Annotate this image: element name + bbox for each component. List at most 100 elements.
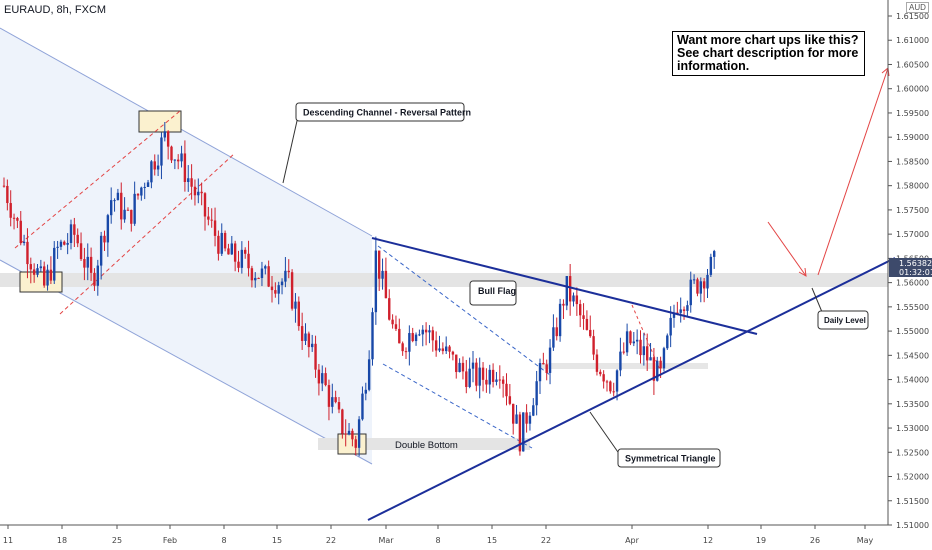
candle-up: [197, 191, 200, 196]
y-tick-label: 1.60000: [896, 85, 929, 94]
candle-down: [327, 385, 331, 407]
candle-down: [404, 351, 408, 353]
candle-up: [458, 362, 461, 373]
x-tick-label: Apr: [625, 536, 640, 545]
candle-down: [49, 269, 53, 281]
daily-callout-line: [811, 287, 823, 313]
candle-down: [227, 248, 230, 255]
candle-up: [311, 343, 314, 348]
last-price-value: 1.56382: [899, 259, 932, 268]
candle-down: [233, 243, 237, 262]
candle-down: [337, 402, 341, 410]
triangle-label-box: [617, 448, 721, 468]
candle-up: [414, 334, 418, 342]
candle-up: [666, 335, 669, 349]
candle-up: [649, 357, 652, 361]
candle-up: [264, 266, 267, 269]
candle-up: [367, 359, 371, 390]
candle-down: [130, 209, 133, 224]
candle-down: [217, 235, 220, 254]
x-tick-label: 15: [487, 536, 497, 545]
triangle-lower-line: [367, 257, 896, 521]
candle-up: [656, 360, 659, 381]
candle-up: [143, 186, 146, 188]
x-tick-label: 8: [435, 536, 440, 545]
x-tick-label: 11: [3, 536, 13, 545]
candle-down: [525, 412, 528, 424]
promo-box: Want more chart ups like this? See chart…: [672, 31, 865, 76]
candle-down: [659, 360, 662, 369]
candle-down: [270, 286, 274, 291]
candle-up: [260, 268, 264, 279]
x-axis-ticks: 11 18 25 Feb 8 15 22 Mar 8 15 22 Apr 12 19 26 May: [3, 525, 874, 545]
low-highlight-box: [19, 271, 63, 293]
candle-up: [146, 182, 150, 187]
symbol-title[interactable]: EURAUD, 8h, FXCM: [4, 4, 107, 16]
candle-up: [240, 249, 244, 268]
candle-down: [170, 146, 173, 161]
candle-up: [381, 270, 384, 279]
candle-up: [39, 266, 43, 269]
channel-lower-line: [0, 259, 373, 465]
candle-up: [418, 334, 421, 336]
candle-up: [46, 269, 49, 286]
candle-down: [579, 304, 582, 316]
candle-down: [190, 178, 193, 187]
x-tick-label: 22: [326, 536, 336, 545]
candle-down: [582, 315, 585, 319]
candle-down: [120, 192, 123, 220]
candle-up: [357, 419, 361, 448]
candle-up: [187, 178, 190, 182]
candle-up: [558, 303, 562, 337]
candle-up: [361, 393, 364, 420]
triangle-label: Symmetrical Triangle: [625, 454, 716, 464]
candle-up: [180, 153, 183, 162]
bull-flag-label: Bull Flag: [478, 286, 516, 296]
candle-down: [43, 266, 46, 286]
candle-down: [592, 336, 595, 355]
candle-up: [538, 363, 542, 382]
candle-up: [572, 295, 575, 302]
candle-down: [76, 234, 79, 244]
candle-down: [307, 333, 311, 348]
candle-up: [445, 346, 448, 352]
x-tick-label: Mar: [378, 536, 394, 545]
candle-down: [512, 403, 515, 424]
candle-down: [2, 185, 6, 187]
flag-lower-line: [382, 363, 533, 449]
candle-up: [528, 415, 532, 424]
candle-down: [652, 357, 656, 381]
candle-up: [686, 305, 689, 311]
candle-up: [632, 341, 635, 344]
y-tick-label: 1.54000: [896, 376, 929, 385]
candle-down: [300, 326, 304, 341]
red-arrow-up: [817, 67, 889, 276]
y-tick-label: 1.52500: [896, 448, 929, 457]
candle-down: [244, 249, 247, 254]
candle-up: [709, 256, 713, 275]
candle-down: [317, 369, 321, 384]
candle-up: [173, 159, 177, 161]
candle-down: [646, 346, 649, 361]
candle-down: [378, 250, 381, 279]
candle-down: [26, 241, 29, 265]
candle-down: [431, 330, 434, 341]
candle-down: [455, 354, 458, 373]
candle-down: [605, 381, 609, 383]
candle-up: [277, 285, 280, 294]
y-tick-label: 1.57500: [896, 206, 929, 215]
candle-down: [136, 193, 140, 196]
candle-up: [565, 276, 568, 306]
candle-up: [36, 268, 39, 275]
candle-up: [53, 247, 56, 281]
candle-up: [133, 193, 136, 224]
channel-fill: [0, 28, 372, 464]
y-tick-label: 1.52000: [896, 473, 929, 482]
candle-up: [548, 347, 552, 373]
x-tick-label: 12: [703, 536, 713, 545]
candle-down: [595, 354, 599, 372]
candle-up: [471, 362, 475, 369]
candle-down: [32, 269, 36, 275]
x-tick-label: 18: [57, 536, 67, 545]
